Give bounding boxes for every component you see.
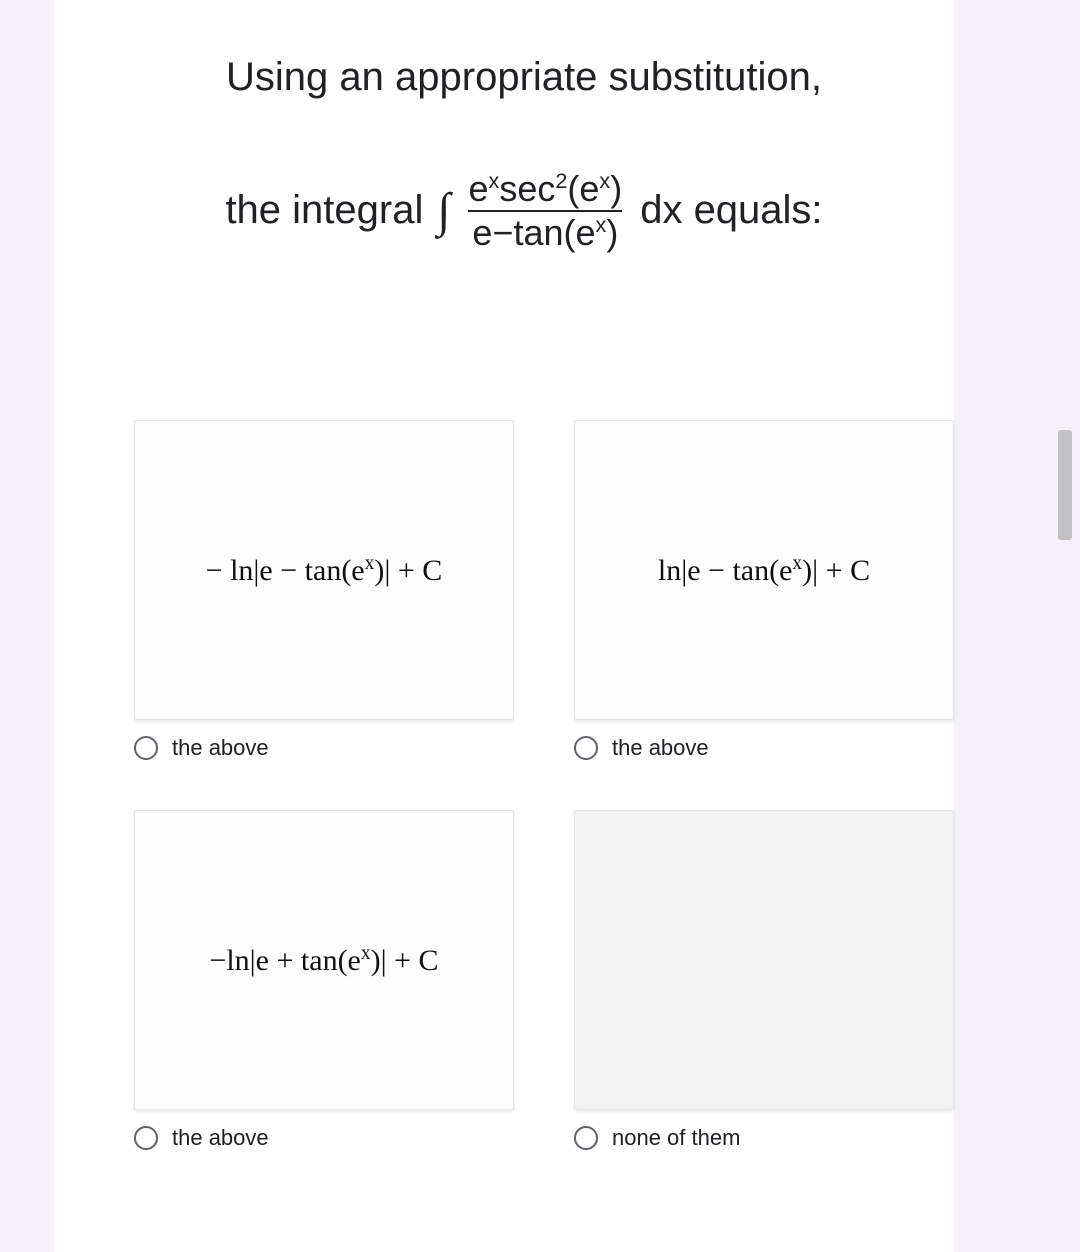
question-line-2: the integral ∫ exsec2(ex) e−tan(ex) dx e…	[124, 170, 924, 252]
option-card-a: − ln|e − tan(ex)| + C	[134, 420, 514, 720]
radio-icon[interactable]	[574, 736, 598, 760]
radio-icon[interactable]	[574, 1126, 598, 1150]
option-row-c[interactable]: the above	[134, 1125, 269, 1151]
option-row-a[interactable]: the above	[134, 735, 269, 761]
option-label-d: none of them	[612, 1125, 740, 1151]
option-formula-b: ln|e − tan(ex)| + C	[658, 553, 870, 588]
option-formula-a: − ln|e − tan(ex)| + C	[206, 553, 443, 588]
option-card-d	[574, 810, 954, 1110]
question-panel: Using an appropriate substitution, the i…	[54, 0, 954, 1252]
radio-icon[interactable]	[134, 1126, 158, 1150]
question-pre-text: the integral	[225, 188, 423, 233]
option-formula-c: −ln|e + tan(ex)| + C	[209, 943, 438, 978]
integral-sign: ∫	[437, 183, 450, 238]
radio-icon[interactable]	[134, 736, 158, 760]
integral-fraction: exsec2(ex) e−tan(ex)	[465, 170, 627, 252]
scrollbar-track[interactable]	[1062, 0, 1076, 1252]
option-card-c: −ln|e + tan(ex)| + C	[134, 810, 514, 1110]
option-label-c: the above	[172, 1125, 269, 1151]
fraction-denominator: e−tan(ex)	[468, 210, 622, 252]
option-label-a: the above	[172, 735, 269, 761]
option-card-b: ln|e − tan(ex)| + C	[574, 420, 954, 720]
question-post-text: dx equals:	[640, 188, 822, 233]
scrollbar-thumb[interactable]	[1058, 430, 1072, 540]
option-row-b[interactable]: the above	[574, 735, 709, 761]
option-label-b: the above	[612, 735, 709, 761]
question-line-1: Using an appropriate substitution,	[124, 55, 924, 100]
option-row-d[interactable]: none of them	[574, 1125, 740, 1151]
fraction-numerator: exsec2(ex)	[465, 170, 627, 210]
